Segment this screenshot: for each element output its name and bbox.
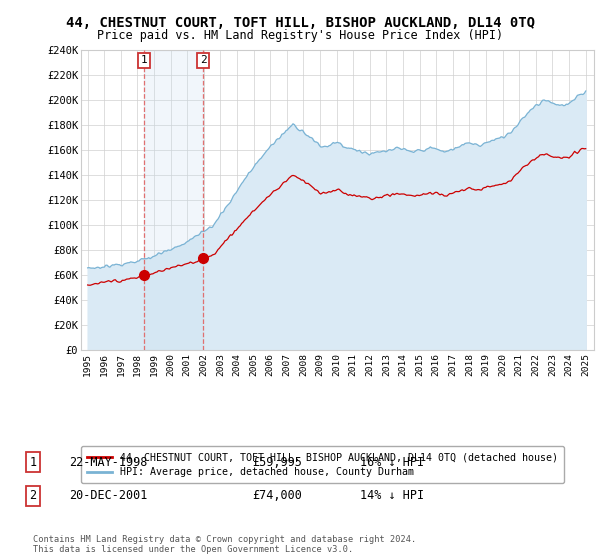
Text: Contains HM Land Registry data © Crown copyright and database right 2024.
This d: Contains HM Land Registry data © Crown c… [33, 535, 416, 554]
Text: 44, CHESTNUT COURT, TOFT HILL, BISHOP AUCKLAND, DL14 0TQ: 44, CHESTNUT COURT, TOFT HILL, BISHOP AU… [65, 16, 535, 30]
Text: £59,995: £59,995 [252, 455, 302, 469]
Text: 22-MAY-1998: 22-MAY-1998 [69, 455, 148, 469]
Text: 2: 2 [29, 489, 37, 502]
Text: 1: 1 [29, 455, 37, 469]
Text: Price paid vs. HM Land Registry's House Price Index (HPI): Price paid vs. HM Land Registry's House … [97, 29, 503, 42]
Text: 14% ↓ HPI: 14% ↓ HPI [360, 489, 424, 502]
Text: 20-DEC-2001: 20-DEC-2001 [69, 489, 148, 502]
Text: 1: 1 [140, 55, 147, 66]
Bar [144, 50, 203, 350]
Legend: 44, CHESTNUT COURT, TOFT HILL, BISHOP AUCKLAND, DL14 0TQ (detached house), HPI: : 44, CHESTNUT COURT, TOFT HILL, BISHOP AU… [81, 446, 564, 483]
Text: £74,000: £74,000 [252, 489, 302, 502]
Text: 16% ↓ HPI: 16% ↓ HPI [360, 455, 424, 469]
Text: 2: 2 [200, 55, 206, 66]
